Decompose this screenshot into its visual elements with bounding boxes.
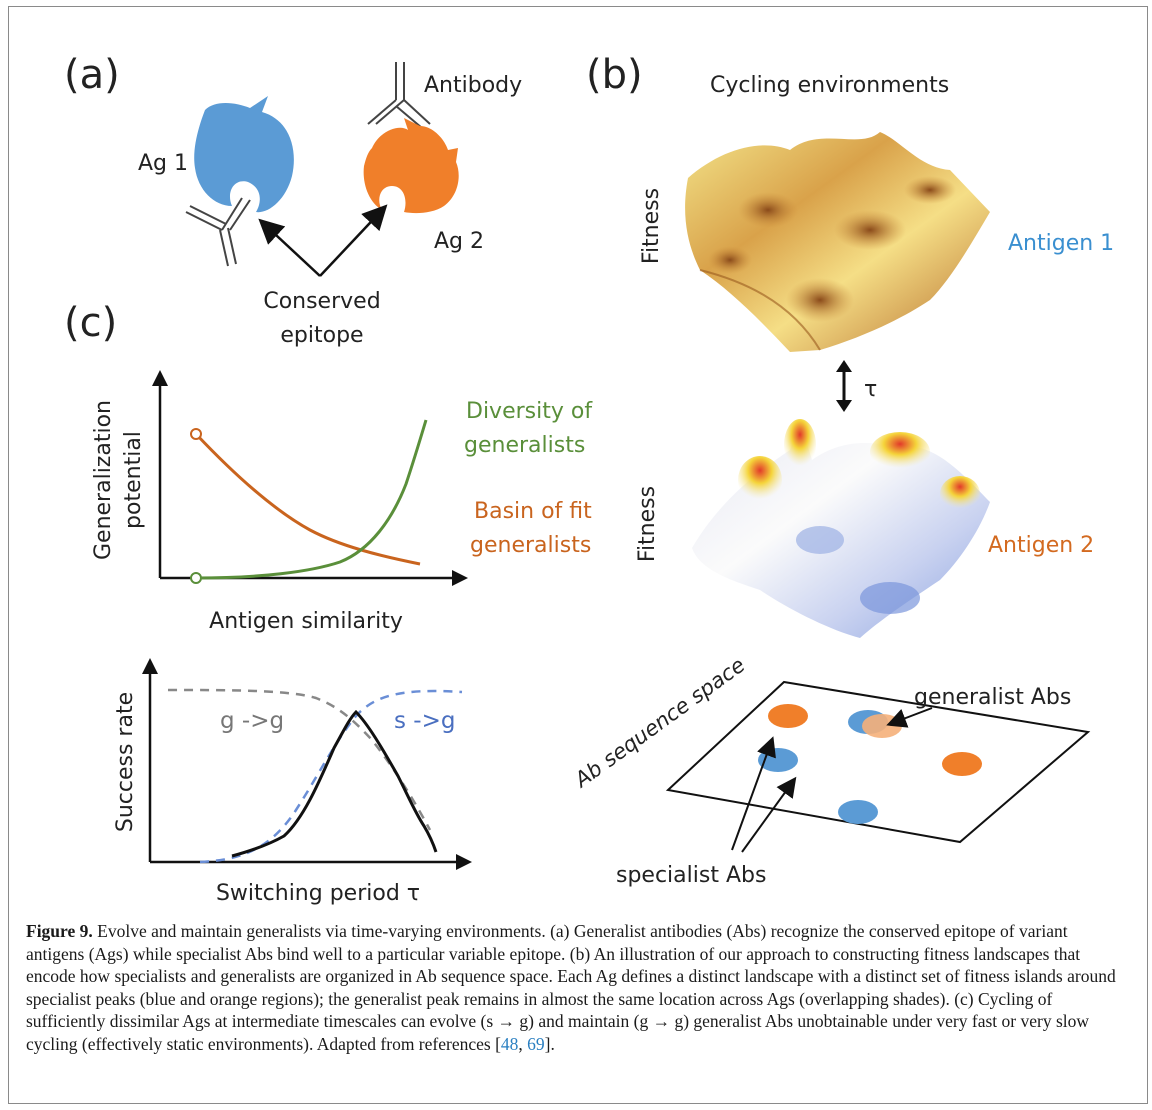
ag1-label: Ag 1 [138,151,188,176]
generalist-arrow [886,707,933,728]
cycling-title: Cycling environments [710,73,949,98]
tau-double-arrow [836,360,852,412]
fitness-top-label: Fitness [639,188,664,264]
top-xlabel: Antigen similarity [209,609,403,634]
caption-text-1: Evolve and maintain generalists via time… [26,921,1116,1054]
gg-label: g ->g [220,708,284,734]
antigen-2-shape [363,118,459,214]
caption-text-3: ]. [544,1033,555,1054]
sg-label: s ->g [394,708,455,734]
caption-figure-label: Figure 9. [26,921,93,941]
figure-caption: Figure 9. Evolve and maintain generalist… [26,920,1126,1055]
fitness-bottom-label: Fitness [635,486,660,562]
diversity-label-2: generalists [464,433,585,458]
landscape-antigen-2 [692,419,990,638]
top-ylabel-1: Generalization [91,400,116,560]
caption-text-2: , [518,1033,528,1054]
basin-label-2: generalists [470,533,591,558]
specialist-arrow-2 [741,776,797,853]
basin-start-marker [190,428,202,440]
antibody-bound-icon [185,197,251,267]
antigen-2-label: Antigen 2 [988,533,1094,558]
specialist-spot-orange-2 [942,752,982,776]
conserved-label-2: epitope [280,323,363,348]
panel-c: (c) Generalization potential Antigen sim… [64,300,593,906]
figure-frame [8,6,1148,1104]
panel-a: (a) Antibody Ag 1 Ag 2 [64,52,522,348]
basin-label-1: Basin of fit [474,499,592,524]
top-plot-axes [152,370,468,586]
diversity-start-marker [190,572,202,584]
sequence-space-plane [665,680,1091,844]
ag2-label: Ag 2 [434,229,484,254]
conserved-label-1: Conserved [263,289,380,314]
caption-ref-69[interactable]: 69 [527,1033,545,1054]
panel-c-label: (c) [64,300,117,346]
figure-9: (a) Antibody Ag 1 Ag 2 [64,52,1114,906]
bottom-ylabel: Success rate [113,692,138,832]
tau-label: τ [864,377,877,402]
top-ylabel-2: potential [121,431,146,529]
antigen-1-label: Antigen 1 [1008,231,1114,256]
gg-curve [167,688,432,831]
panel-b-label: (b) [586,52,643,98]
basin-curve [194,432,421,566]
success-curve [231,709,438,858]
specialist-spot-orange-1 [768,704,808,728]
bottom-xlabel: Switching period τ [216,881,420,906]
specialist-spot-blue-2 [838,800,878,824]
antibody-icon [367,62,431,129]
caption-ref-48[interactable]: 48 [500,1033,519,1054]
panel-a-label: (a) [64,52,120,98]
panel-b: (b) Cycling environments Fitness Antigen… [569,52,1114,888]
diversity-label-1: Diversity of [466,399,593,424]
diversity-curve [195,419,428,580]
generalist-spot-orange [862,714,902,738]
conserved-epitope-arrows [258,204,388,277]
antibody-label: Antibody [424,73,522,98]
generalist-label: generalist Abs [914,685,1071,710]
specialist-label: specialist Abs [616,863,766,888]
specialist-arrow-1 [731,736,776,851]
antigen-1-shape [194,96,294,213]
landscape-antigen-1 [685,132,990,352]
